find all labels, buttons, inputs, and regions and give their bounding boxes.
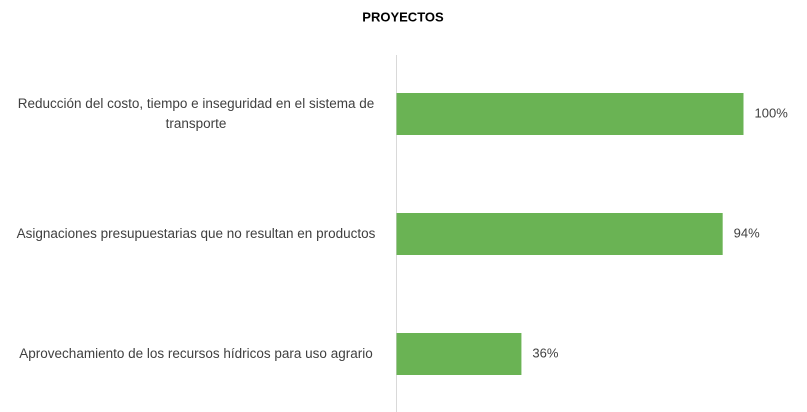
value-label: 100% bbox=[755, 105, 789, 120]
bar bbox=[396, 93, 744, 135]
category-label: Aprovechamiento de los recursos hídricos… bbox=[19, 346, 373, 361]
value-label: 36% bbox=[532, 345, 558, 360]
category-label: Asignaciones presupuestarias que no resu… bbox=[16, 226, 376, 241]
bar bbox=[396, 213, 723, 255]
bar bbox=[396, 333, 522, 375]
category-label: Reducción del costo, tiempo e insegurida… bbox=[17, 96, 375, 131]
chart-title: PROYECTOS bbox=[362, 9, 444, 24]
value-label: 94% bbox=[734, 225, 760, 240]
